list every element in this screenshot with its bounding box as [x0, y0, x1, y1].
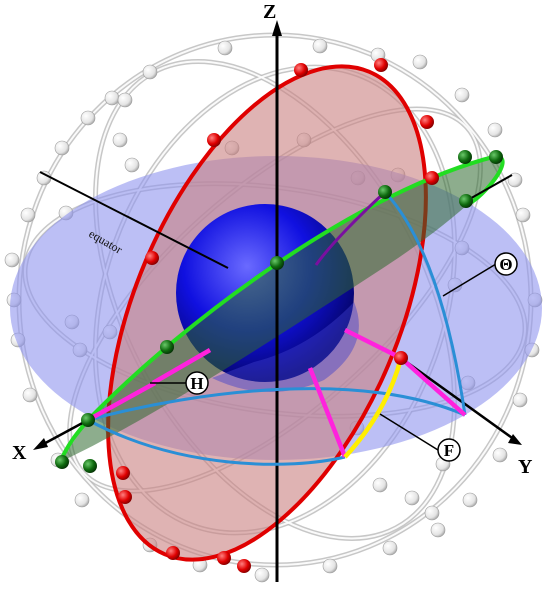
meridian-beads — [116, 58, 439, 573]
yellow-arc — [343, 357, 404, 459]
magenta-arcs — [86, 327, 467, 458]
callout-h: H — [150, 371, 209, 395]
callout-theta: Θ — [442, 252, 518, 297]
tilted-beads — [55, 150, 503, 473]
x-axis-label: X — [12, 442, 27, 464]
y-axis-front — [400, 356, 516, 442]
callout-f: F — [379, 413, 461, 462]
y-axis — [465, 174, 513, 202]
svg-text:Θ: Θ — [499, 255, 512, 274]
blue-arcs — [87, 190, 467, 466]
purple-arc — [314, 190, 387, 266]
z-axis-arrow — [272, 20, 282, 36]
tilted-plane — [60, 156, 503, 462]
x-axis-arrow — [33, 438, 48, 450]
y-axis-label: Y — [518, 456, 533, 478]
x-axis — [39, 171, 229, 269]
svg-text:F: F — [444, 441, 454, 460]
x-axis-front — [37, 418, 89, 449]
svg-text:H: H — [190, 374, 203, 393]
z-axis-label: Z — [263, 1, 276, 23]
y-axis-arrow — [508, 434, 522, 445]
sphere-shadow-cap — [212, 302, 359, 393]
